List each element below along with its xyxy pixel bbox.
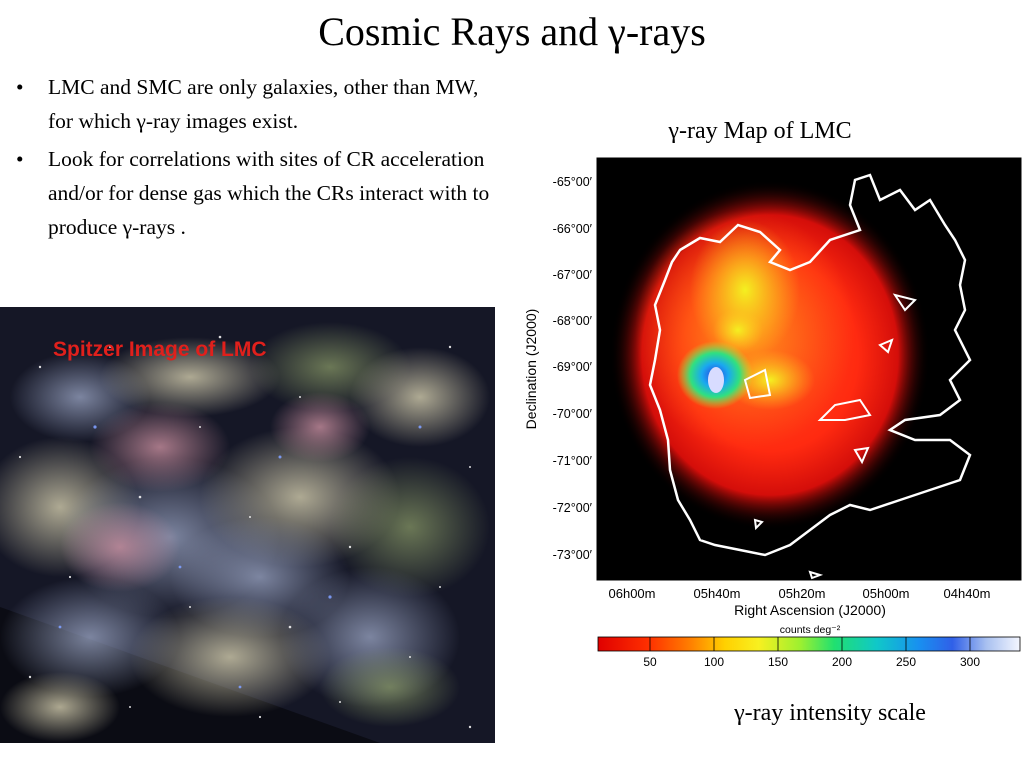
y-tick-label: -65°00′ bbox=[553, 175, 593, 189]
colorbar-tick-label: 300 bbox=[960, 655, 980, 669]
lmc-contour bbox=[648, 173, 972, 557]
y-axis-title: Declination (J2000) bbox=[523, 309, 539, 430]
intensity-scale-caption: γ-ray intensity scale bbox=[734, 700, 926, 726]
x-tick-label: 04h40m bbox=[944, 586, 991, 601]
y-tick-label: -67°00′ bbox=[553, 268, 593, 282]
y-tick-label: -70°00′ bbox=[553, 407, 593, 421]
gamma-ray-map: -65°00′ -66°00′ -67°00′ -68°00′ -69°00′ … bbox=[523, 157, 1022, 669]
x-tick-label: 05h40m bbox=[694, 586, 741, 601]
slide-title: Cosmic Rays and γ-rays bbox=[318, 9, 706, 54]
colorbar-tick-label: 150 bbox=[768, 655, 788, 669]
gamma-map-caption: γ-ray Map of LMC bbox=[668, 118, 852, 144]
x-axis-title: Right Ascension (J2000) bbox=[734, 602, 886, 618]
colorbar-tick-label: 200 bbox=[832, 655, 852, 669]
y-tick-label: -72°00′ bbox=[553, 501, 593, 515]
x-tick-label: 05h00m bbox=[863, 586, 910, 601]
colorbar-tick-label: 100 bbox=[704, 655, 724, 669]
colorbar-units: counts deg⁻² bbox=[780, 624, 841, 636]
y-tick-label: -71°00′ bbox=[553, 454, 593, 468]
bullet-item: LMC and SMC are only galaxies, other tha… bbox=[14, 70, 494, 138]
y-tick-label: -66°00′ bbox=[553, 222, 593, 236]
bullet-list: LMC and SMC are only galaxies, other tha… bbox=[14, 70, 494, 248]
y-tick-label: -73°00′ bbox=[553, 548, 593, 562]
spitzer-image bbox=[0, 307, 495, 743]
x-tick-label: 05h20m bbox=[779, 586, 826, 601]
y-tick-label: -68°00′ bbox=[553, 314, 593, 328]
colorbar-tick-label: 250 bbox=[896, 655, 916, 669]
spitzer-image-label: Spitzer Image of LMC bbox=[53, 338, 267, 361]
colorbar bbox=[597, 636, 1021, 652]
colorbar-tick-label: 50 bbox=[643, 655, 657, 669]
x-tick-label: 06h00m bbox=[609, 586, 656, 601]
bullet-item: Look for correlations with sites of CR a… bbox=[14, 142, 494, 244]
y-tick-label: -69°00′ bbox=[553, 360, 593, 374]
